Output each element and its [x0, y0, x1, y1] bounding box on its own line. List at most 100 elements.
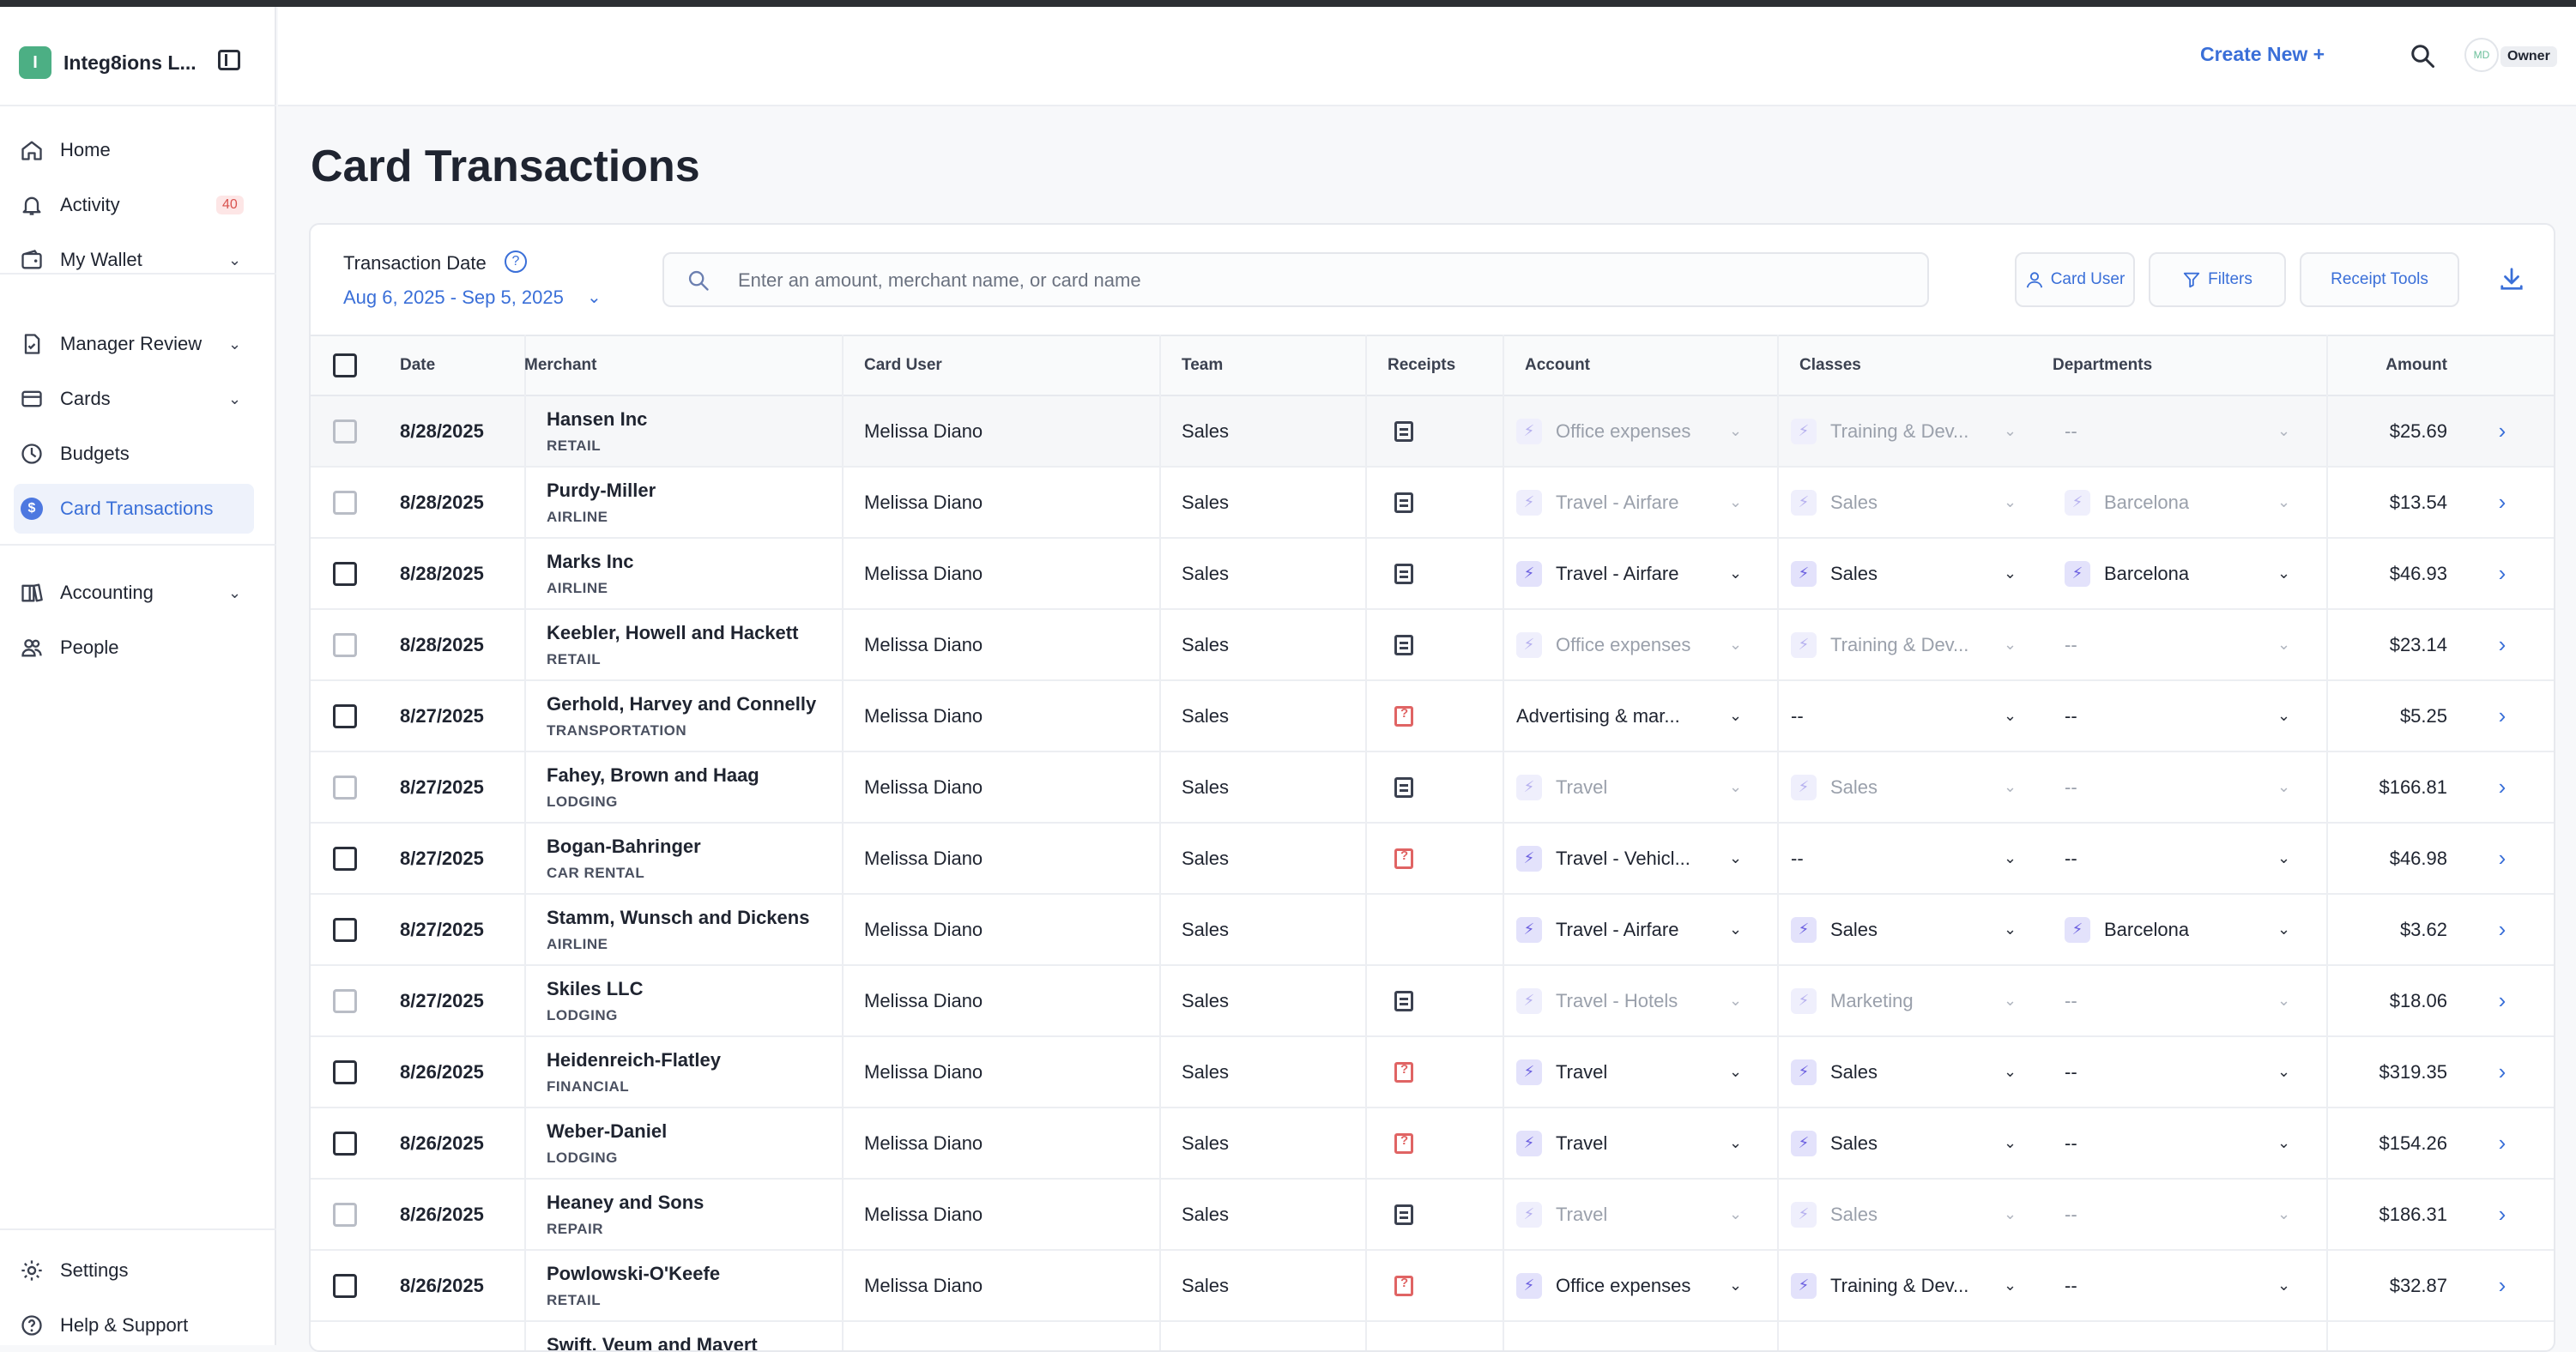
classes-select[interactable]: ⚡ Sales ⌄ [1779, 1055, 2053, 1089]
department-select[interactable]: -- ⌄ [2053, 984, 2326, 1018]
row-checkbox[interactable] [333, 1059, 357, 1084]
table-row[interactable]: 8/26/2025 Powlowski-O'Keefe RETAIL Melissa … [311, 1250, 2554, 1321]
row-checkbox[interactable] [333, 917, 357, 942]
search-input[interactable] [738, 264, 1905, 297]
missing-receipt-icon[interactable] [1394, 1132, 1413, 1154]
receipt-icon[interactable] [1394, 492, 1413, 513]
sidebar-item-card-transactions[interactable]: $ Card Transactions [14, 484, 254, 534]
sidebar-item-budgets[interactable]: Budgets [14, 429, 254, 479]
account-select[interactable]: ⚡ Travel ⌄ [1504, 1055, 1777, 1089]
row-checkbox[interactable] [333, 1202, 357, 1227]
department-select[interactable]: ⚡ Barcelona ⌄ [2053, 557, 2326, 591]
chevron-right-icon[interactable]: › [2498, 1059, 2506, 1084]
department-select[interactable]: -- ⌄ [2053, 1269, 2326, 1303]
row-checkbox[interactable] [333, 1273, 357, 1298]
card-user-filter-button[interactable]: Card User [2015, 252, 2135, 307]
filters-button[interactable]: Filters [2149, 252, 2286, 307]
row-checkbox[interactable] [333, 775, 357, 800]
create-new-button[interactable]: Create New + [2200, 43, 2325, 65]
header-classes[interactable]: Classes [1777, 335, 2053, 395]
classes-select[interactable]: ⚡ Marketing ⌄ [1779, 984, 2053, 1018]
department-select[interactable]: -- ⌄ [2053, 628, 2326, 662]
missing-receipt-icon[interactable] [1394, 705, 1413, 727]
account-select[interactable]: Advertising & mar... ⌄ [1504, 699, 1777, 733]
avatar[interactable]: MD [2464, 38, 2499, 72]
classes-select[interactable]: ⚡ Sales ⌄ [1779, 1198, 2053, 1232]
account-select[interactable]: ⚡ Travel ⌄ [1504, 1198, 1777, 1232]
missing-receipt-icon[interactable] [1394, 1061, 1413, 1083]
header-account[interactable]: Account [1503, 335, 1778, 395]
org-switcher[interactable]: I Integ8ions L... [19, 41, 197, 84]
chevron-right-icon[interactable]: › [2498, 987, 2506, 1013]
search-icon[interactable] [2410, 43, 2435, 69]
department-select[interactable]: -- ⌄ [2053, 1198, 2326, 1232]
row-checkbox[interactable] [333, 561, 357, 586]
table-row[interactable]: 8/26/2025 Weber-Daniel LODGING Melissa Dian… [311, 1108, 2554, 1179]
department-select[interactable]: ⚡ Barcelona ⌄ [2053, 913, 2326, 947]
classes-select[interactable]: ⚡ Training & Dev... ⌄ [1779, 414, 2053, 449]
account-select[interactable]: ⚡ Travel ⌄ [1504, 770, 1777, 805]
table-row[interactable]: 8/27/2025 Fahey, Brown and Haag LODGING Mel… [311, 751, 2554, 823]
table-row[interactable]: 8/27/2025 Bogan-Bahringer CAR RENTAL Meliss… [311, 823, 2554, 894]
chevron-right-icon[interactable]: › [2498, 703, 2506, 728]
help-circle-icon[interactable]: ? [505, 250, 527, 273]
account-select[interactable]: ⚡ Travel - Vehicl... ⌄ [1504, 842, 1777, 876]
header-amount[interactable]: Amount [2326, 335, 2447, 395]
table-row[interactable]: 8/27/2025 Stamm, Wunsch and Dickens AIRLIN… [311, 894, 2554, 965]
department-select[interactable]: -- ⌄ [2053, 770, 2326, 805]
chevron-right-icon[interactable]: › [2498, 916, 2506, 942]
sidebar-item-my-wallet[interactable]: My Wallet ⌄ [14, 235, 254, 285]
sidebar-item-settings[interactable]: Settings [14, 1246, 254, 1295]
missing-receipt-icon[interactable] [1394, 1275, 1413, 1296]
chevron-right-icon[interactable]: › [2498, 631, 2506, 657]
header-date[interactable]: Date [400, 356, 436, 374]
account-select[interactable]: ⚡ Travel - Airfare ⌄ [1504, 486, 1777, 520]
chevron-right-icon[interactable]: › [2498, 774, 2506, 800]
account-select[interactable]: ⚡ Travel - Airfare ⌄ [1504, 557, 1777, 591]
chevron-right-icon[interactable]: › [2498, 560, 2506, 586]
chevron-down-icon[interactable]: ⌄ [228, 250, 242, 269]
classes-select[interactable]: ⚡ Sales ⌄ [1779, 486, 2053, 520]
classes-select[interactable]: ⚡ Sales ⌄ [1779, 557, 2053, 591]
account-select[interactable]: ⚡ Travel ⌄ [1504, 1126, 1777, 1161]
classes-select[interactable]: ⚡ Training & Dev... ⌄ [1779, 628, 2053, 662]
receipt-icon[interactable] [1394, 776, 1413, 798]
missing-receipt-icon[interactable] [1394, 848, 1413, 869]
classes-select[interactable]: ⚡ Sales ⌄ [1779, 913, 2053, 947]
receipt-icon[interactable] [1394, 634, 1413, 655]
chevron-right-icon[interactable]: › [2498, 845, 2506, 871]
row-checkbox[interactable] [333, 988, 357, 1013]
account-select[interactable]: ⚡ Office expenses ⌄ [1504, 628, 1777, 662]
department-select[interactable]: ⚡ Barcelona ⌄ [2053, 486, 2326, 520]
sidebar-item-home[interactable]: Home [14, 125, 254, 175]
department-select[interactable]: -- ⌄ [2053, 414, 2326, 449]
chevron-right-icon[interactable]: › [2498, 1130, 2506, 1156]
select-all-checkbox[interactable] [333, 353, 357, 377]
department-select[interactable]: -- ⌄ [2053, 842, 2326, 876]
receipt-icon[interactable] [1394, 990, 1413, 1011]
sidebar-item-people[interactable]: People [14, 623, 254, 673]
collapse-sidebar-icon[interactable] [218, 50, 240, 70]
header-departments[interactable]: Departments [2053, 356, 2153, 374]
account-select[interactable]: ⚡ Office expenses ⌄ [1504, 1269, 1777, 1303]
sidebar-item-cards[interactable]: Cards ⌄ [14, 374, 254, 424]
receipt-tools-button[interactable]: Receipt Tools [2300, 252, 2459, 307]
sidebar-item-help-support[interactable]: Help & Support [14, 1301, 254, 1350]
header-team[interactable]: Team [1159, 335, 1366, 395]
table-row[interactable]: 8/28/2025 Keebler, Howell and Hackett RETA… [311, 609, 2554, 680]
header-card-user[interactable]: Card User [842, 335, 1160, 395]
receipt-icon[interactable] [1394, 563, 1413, 584]
chevron-right-icon[interactable]: › [2498, 489, 2506, 515]
account-select[interactable]: ⚡ Office expenses ⌄ [1504, 414, 1777, 449]
table-row[interactable]: 8/27/2025 Gerhold, Harvey and Connelly TRA… [311, 680, 2554, 751]
department-select[interactable]: -- ⌄ [2053, 699, 2326, 733]
date-range-picker[interactable]: Aug 6, 2025 - Sep 5, 2025 [343, 287, 564, 308]
header-receipts[interactable]: Receipts [1365, 335, 1503, 395]
table-row[interactable]: Swift, Veum and Mayert [311, 1321, 2554, 1350]
classes-select[interactable]: ⚡ Training & Dev... ⌄ [1779, 1269, 2053, 1303]
row-checkbox[interactable] [333, 1131, 357, 1156]
chevron-down-icon[interactable]: ⌄ [228, 583, 242, 601]
row-checkbox[interactable] [333, 419, 357, 444]
account-select[interactable]: ⚡ Travel - Hotels ⌄ [1504, 984, 1777, 1018]
table-row[interactable]: 8/26/2025 Heidenreich-Flatley FINANCIAL Mel… [311, 1036, 2554, 1108]
